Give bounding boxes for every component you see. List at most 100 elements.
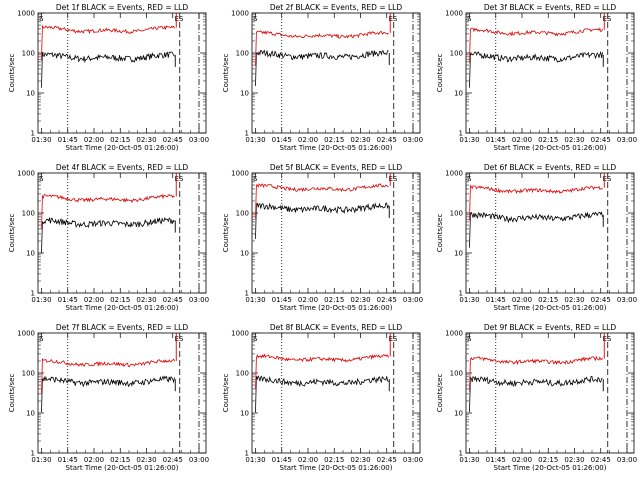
panel-title: Det 1f BLACK = Events, RED = LLD: [56, 3, 189, 12]
x-tick-label: 03:00: [403, 296, 423, 304]
x-tick-label: 01:30: [31, 296, 51, 304]
y-tick-label: 1000: [17, 170, 35, 178]
y-tick-label: 1: [31, 130, 35, 138]
x-axis-label: Start Time (20-Oct-05 01:26:00): [494, 304, 607, 312]
y-tick-label: 1: [31, 450, 35, 458]
panel-title: Det 8f BLACK = Events, RED = LLD: [270, 323, 403, 332]
end-marker-label: ES: [175, 335, 184, 343]
y-axis-label: Counts/sec: [222, 214, 230, 253]
y-tick-label: 1: [245, 450, 249, 458]
events-series-line: [469, 375, 603, 413]
x-tick-label: 01:45: [58, 296, 78, 304]
x-tick-label: 02:15: [324, 136, 344, 144]
y-axis-label: Counts/sec: [8, 214, 16, 253]
x-tick-label: 01:30: [459, 456, 479, 464]
x-tick-label: 02:00: [512, 456, 532, 464]
y-tick-label: 1: [245, 130, 249, 138]
x-tick-label: 02:00: [298, 136, 318, 144]
x-tick-label: 02:45: [591, 136, 611, 144]
y-tick-label: 10: [26, 90, 35, 98]
x-tick-label: 01:45: [272, 296, 292, 304]
y-axis-label: Counts/sec: [436, 374, 444, 413]
x-tick-label: 03:00: [189, 136, 209, 144]
x-tick-label: 02:30: [136, 456, 156, 464]
x-tick-label: 02:00: [298, 456, 318, 464]
x-tick-label: 02:15: [538, 456, 558, 464]
plot-frame: [37, 332, 207, 454]
x-tick-label: 01:45: [58, 456, 78, 464]
x-tick-label: 02:15: [324, 456, 344, 464]
x-tick-label: 01:45: [486, 456, 506, 464]
panel-title: Det 6f BLACK = Events, RED = LLD: [484, 163, 617, 172]
plot-frame: [37, 172, 207, 294]
x-tick-label: 01:30: [245, 456, 265, 464]
x-tick-label: 01:45: [58, 136, 78, 144]
end-marker-label: ES: [175, 15, 184, 23]
x-tick-label: 02:45: [377, 296, 397, 304]
x-axis-label: Start Time (20-Oct-05 01:26:00): [494, 144, 607, 152]
start-marker-label: S: [39, 15, 44, 23]
x-axis-label: Start Time (20-Oct-05 01:26:00): [66, 304, 179, 312]
x-axis-label: Start Time (20-Oct-05 01:26:00): [280, 144, 393, 152]
y-tick-label: 1: [459, 130, 463, 138]
x-tick-label: 03:00: [617, 456, 637, 464]
lld-series-line: [41, 193, 175, 230]
y-tick-label: 10: [26, 410, 35, 418]
lld-series-line: [41, 357, 175, 394]
start-marker-label: S: [467, 175, 472, 183]
y-tick-label: 100: [22, 210, 35, 218]
events-series-line: [255, 375, 389, 413]
y-tick-label: 100: [236, 210, 249, 218]
y-axis-label: Counts/sec: [222, 54, 230, 93]
x-axis-label: Start Time (20-Oct-05 01:26:00): [66, 464, 179, 472]
x-tick-label: 01:45: [486, 136, 506, 144]
end-marker-label: ES: [389, 15, 398, 23]
y-axis-label: Counts/sec: [222, 374, 230, 413]
x-tick-label: 01:45: [272, 136, 292, 144]
lld-series-line: [469, 355, 603, 392]
y-tick-label: 1000: [445, 330, 463, 338]
y-tick-label: 100: [450, 370, 463, 378]
y-tick-label: 1: [459, 290, 463, 298]
lld-series-line: [255, 30, 389, 66]
x-tick-label: 01:30: [245, 136, 265, 144]
x-tick-label: 02:15: [538, 136, 558, 144]
x-axis-label: Start Time (20-Oct-05 01:26:00): [494, 464, 607, 472]
y-tick-label: 1000: [445, 10, 463, 18]
x-tick-label: 02:45: [163, 456, 183, 464]
x-tick-label: 01:30: [245, 296, 265, 304]
x-axis-label: Start Time (20-Oct-05 01:26:00): [66, 144, 179, 152]
x-tick-label: 01:30: [31, 456, 51, 464]
x-tick-label: 02:00: [84, 296, 104, 304]
x-tick-label: 02:30: [350, 136, 370, 144]
x-tick-label: 01:45: [486, 296, 506, 304]
start-marker-label: S: [467, 15, 472, 23]
x-tick-label: 02:00: [298, 296, 318, 304]
x-tick-label: 02:00: [512, 136, 532, 144]
y-tick-label: 1: [31, 290, 35, 298]
x-tick-label: 02:30: [564, 296, 584, 304]
x-tick-label: 02:45: [591, 296, 611, 304]
x-tick-label: 01:30: [459, 136, 479, 144]
plot-frame: [37, 12, 207, 134]
y-axis-label: Counts/sec: [436, 214, 444, 253]
x-tick-label: 03:00: [403, 456, 423, 464]
lld-series-line: [469, 184, 603, 221]
x-tick-label: 02:30: [564, 456, 584, 464]
start-marker-label: S: [39, 335, 44, 343]
y-tick-label: 10: [454, 410, 463, 418]
y-tick-label: 100: [22, 50, 35, 58]
start-marker-label: S: [253, 175, 258, 183]
events-series-line: [41, 51, 175, 88]
lld-series-line: [255, 353, 389, 390]
lld-series-line: [255, 183, 389, 219]
x-tick-label: 02:45: [163, 136, 183, 144]
x-tick-label: 01:45: [272, 456, 292, 464]
end-marker-label: ES: [603, 15, 612, 23]
plot-frame: [251, 172, 421, 294]
events-series-line: [469, 211, 603, 248]
x-tick-label: 02:45: [377, 136, 397, 144]
end-marker-label: ES: [603, 335, 612, 343]
x-tick-label: 02:15: [110, 136, 130, 144]
y-axis-label: Counts/sec: [8, 374, 16, 413]
